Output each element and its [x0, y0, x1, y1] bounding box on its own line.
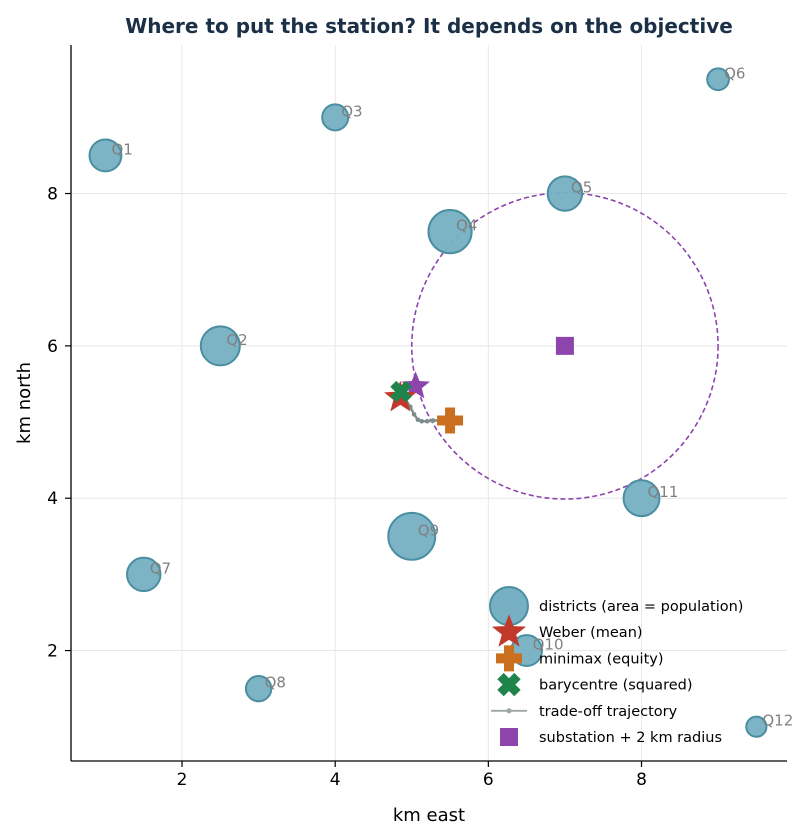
- legend-minimax-swatch: [496, 645, 522, 672]
- y-tick-label: 4: [47, 489, 58, 509]
- axes: 2 4 6 8 2 4 6 8: [47, 45, 787, 790]
- legend-trajectory-dot: [506, 708, 512, 714]
- weber-alt-star-marker: [401, 371, 430, 399]
- trajectory-point: [415, 417, 421, 423]
- legend-item-minimax: minimax (equity): [496, 645, 664, 672]
- legend-item-districts: districts (area = population): [489, 586, 743, 626]
- trajectory-point: [430, 418, 436, 423]
- legend-barycentre-swatch: [497, 672, 521, 697]
- district-label: Q2: [226, 331, 247, 349]
- district-point: [546, 175, 584, 212]
- district-point: [126, 556, 162, 593]
- legend-item-trajectory: trade-off trajectory: [491, 704, 678, 720]
- legend-substation-swatch: [500, 728, 518, 746]
- legend-label: districts (area = population): [539, 599, 743, 615]
- trajectory-point: [411, 412, 417, 417]
- district-point: [427, 209, 473, 255]
- x-tick-label: 2: [177, 770, 188, 790]
- district-label: Q8: [265, 674, 286, 692]
- y-tick-label: 2: [47, 642, 58, 662]
- trajectory-point: [419, 418, 425, 424]
- districts-layer: Q1 Q2 Q3 Q4 Q5 Q6 Q7 Q8 Q9 Q10 Q11 Q12: [88, 64, 793, 738]
- legend-weber-swatch: [491, 614, 527, 647]
- y-tick-label: 8: [47, 185, 58, 205]
- legend-label: barycentre (squared): [539, 678, 693, 694]
- legend-label: trade-off trajectory: [539, 704, 678, 720]
- legend: districts (area = population) Weber (mean…: [489, 586, 743, 746]
- markers-layer: [384, 336, 574, 434]
- grid: [71, 45, 787, 761]
- district-label: Q12: [762, 712, 793, 730]
- legend-label: substation + 2 km radius: [539, 730, 722, 746]
- district-point: [706, 67, 730, 92]
- substation-square-marker: [555, 336, 574, 355]
- district-label: Q3: [341, 102, 362, 120]
- district-label: Q10: [533, 636, 564, 654]
- district-point: [199, 325, 241, 367]
- legend-item-substation: substation + 2 km radius: [500, 728, 722, 746]
- district-label: Q4: [456, 217, 477, 235]
- legend-label: minimax (equity): [539, 651, 664, 667]
- x-tick-label: 8: [636, 770, 647, 790]
- district-label: Q1: [111, 140, 132, 158]
- x-tick-label: 6: [483, 770, 494, 790]
- district-point: [745, 715, 768, 738]
- y-tick-label: 6: [47, 337, 58, 357]
- district-label: Q11: [648, 483, 679, 501]
- y-axis-label: km north: [14, 362, 35, 444]
- district-point: [244, 674, 273, 703]
- district-point: [622, 479, 661, 518]
- district-label: Q5: [571, 179, 592, 197]
- legend-label: Weber (mean): [539, 625, 643, 641]
- chart-title: Where to put the station? It depends on …: [125, 14, 733, 38]
- district-point: [321, 103, 350, 132]
- x-axis-label: km east: [393, 805, 465, 826]
- minimax-plus-marker: [437, 407, 464, 434]
- legend-item-barycentre: barycentre (squared): [497, 672, 693, 697]
- x-tick-label: 4: [330, 770, 341, 790]
- barycentre-x-marker: [390, 380, 412, 403]
- trajectory-point: [424, 418, 430, 424]
- district-label: Q6: [724, 64, 745, 82]
- district-label: Q9: [418, 521, 439, 539]
- district-point: [387, 511, 437, 561]
- district-point: [88, 138, 123, 173]
- legend-item-weber: Weber (mean): [491, 614, 643, 647]
- district-label: Q7: [150, 559, 171, 577]
